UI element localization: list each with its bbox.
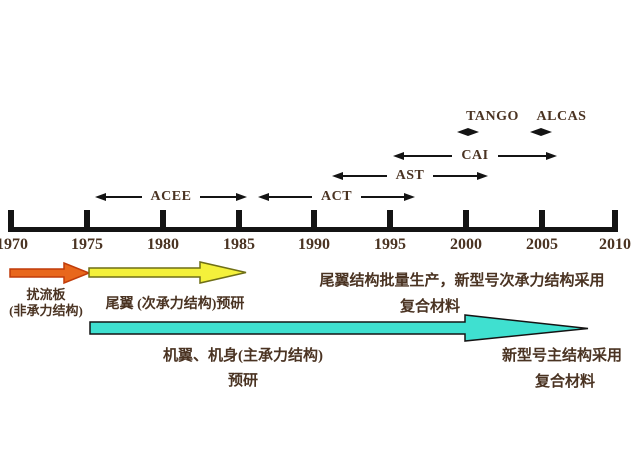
tick-1995 <box>387 210 393 228</box>
tick-1975 <box>84 210 90 228</box>
arrowhead-left-icon <box>95 193 106 201</box>
program-label-cai: CAI <box>461 148 489 163</box>
program-arrow-cai: CAI <box>393 148 558 163</box>
arrowhead-left-icon <box>393 152 404 160</box>
preresearch-label: 预研 <box>227 373 259 389</box>
year-label: 1985 <box>223 236 255 253</box>
program-label-alcas: ALCAS <box>536 109 587 124</box>
year-label: 1975 <box>71 236 103 253</box>
tail-production-note: 尾翼结构批量生产，新型号次承力结构采用 <box>319 273 605 289</box>
tick-1990 <box>311 210 317 228</box>
wing-fuselage-label: 机翼、机身(主承力结构) <box>163 348 323 364</box>
tick-1980 <box>160 210 166 228</box>
new-model-note: 新型号主结构采用 <box>501 348 623 364</box>
program-label-acee: ACEE <box>150 189 192 204</box>
arrowhead-left-icon <box>457 128 468 136</box>
year-label: 2000 <box>450 236 482 253</box>
program-arrow-act: ACT <box>258 190 415 204</box>
year-label: 2010 <box>599 236 631 253</box>
arrowhead-right-icon <box>546 152 558 160</box>
arrowhead-right-icon <box>236 193 247 201</box>
year-label: 1990 <box>298 236 330 253</box>
arrowhead-right-icon <box>404 193 415 201</box>
arrowhead-right-icon <box>477 172 489 180</box>
tick-1970 <box>8 210 14 228</box>
program-label-ast: AST <box>395 168 425 183</box>
program-arrow-tango: TANGO <box>457 110 528 137</box>
wing-block-arrow <box>89 314 589 342</box>
year-label: 2005 <box>526 236 558 253</box>
program-arrow-acee: ACEE <box>95 190 247 204</box>
tail-research-label: 尾翼 (次承力结构)预研 <box>105 297 245 312</box>
composite-note: 复合材料 <box>399 299 461 315</box>
spoiler-label: 扰流板 (非承力结构) <box>9 287 83 318</box>
timeline-axis <box>8 227 618 232</box>
tick-1985 <box>236 210 242 228</box>
new-model-composite-note: 复合材料 <box>534 374 596 390</box>
arrowhead-left-icon <box>530 128 541 136</box>
program-arrow-ast: AST <box>332 168 489 183</box>
year-label: 1970 <box>0 236 28 253</box>
tick-2010 <box>612 210 618 228</box>
arrowhead-right-icon <box>468 128 479 136</box>
program-label-tango: TANGO <box>466 109 519 124</box>
tick-2005 <box>539 210 545 228</box>
arrowhead-left-icon <box>332 172 343 180</box>
spoiler-block-arrow <box>9 261 92 285</box>
tail-block-arrow <box>88 261 247 284</box>
program-arrow-alcas: ALCAS <box>530 110 593 137</box>
year-label: 1980 <box>147 236 179 253</box>
arrowhead-right-icon <box>541 128 552 136</box>
tick-2000 <box>463 210 469 228</box>
program-label-act: ACT <box>320 189 353 204</box>
arrowhead-left-icon <box>258 193 269 201</box>
year-label: 1995 <box>374 236 406 253</box>
